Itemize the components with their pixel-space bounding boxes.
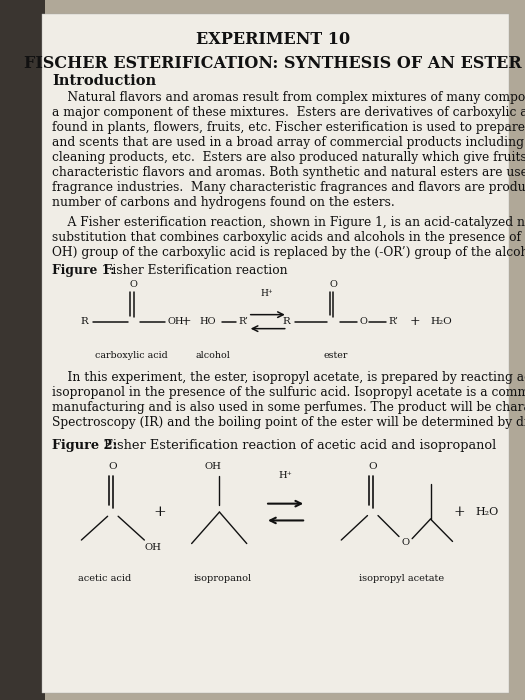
Text: OH: OH xyxy=(204,462,221,471)
FancyBboxPatch shape xyxy=(42,14,509,693)
Text: and scents that are used in a broad array of commercial products including cosme: and scents that are used in a broad arra… xyxy=(52,136,525,149)
Text: O: O xyxy=(359,317,368,326)
Text: manufacturing and is also used in some perfumes. The product will be characteriz: manufacturing and is also used in some p… xyxy=(52,401,525,414)
Text: A Fisher esterification reaction, shown in Figure 1, is an acid-catalyzed nucleo: A Fisher esterification reaction, shown … xyxy=(52,216,525,229)
Text: cleaning products, etc.  Esters are also produced naturally which give fruits an: cleaning products, etc. Esters are also … xyxy=(52,151,525,164)
Text: R: R xyxy=(80,317,88,326)
Text: fragrance industries.  Many characteristic fragrances and flavors are produced f: fragrance industries. Many characteristi… xyxy=(52,181,525,195)
Text: H⁺: H⁺ xyxy=(260,289,273,298)
Text: Natural flavors and aromas result from complex mixtures of many compounds, and e: Natural flavors and aromas result from c… xyxy=(52,91,525,104)
Text: +: + xyxy=(154,505,166,519)
Text: Figure 1:: Figure 1: xyxy=(52,263,119,276)
Text: +: + xyxy=(454,505,465,519)
Text: O: O xyxy=(402,538,410,547)
Text: R’: R’ xyxy=(238,317,248,326)
Text: H₂O: H₂O xyxy=(430,317,452,326)
Text: isopropanol in the presence of the sulfuric acid. Isopropyl acetate is a common : isopropanol in the presence of the sulfu… xyxy=(52,386,525,400)
Text: Spectroscopy (IR) and the boiling point of the ester will be determined by disti: Spectroscopy (IR) and the boiling point … xyxy=(52,416,525,430)
Text: O: O xyxy=(130,280,138,289)
Text: EXPERIMENT 10: EXPERIMENT 10 xyxy=(196,32,350,48)
Text: isopropyl acetate: isopropyl acetate xyxy=(359,574,444,583)
Text: Introduction: Introduction xyxy=(52,74,156,88)
Text: HO: HO xyxy=(199,317,216,326)
Text: number of carbons and hydrogens found on the esters.: number of carbons and hydrogens found on… xyxy=(52,196,395,209)
Text: O: O xyxy=(330,280,337,289)
Text: ester: ester xyxy=(324,351,348,360)
Text: +: + xyxy=(410,315,420,328)
Text: +: + xyxy=(181,315,192,328)
Text: Fisher Esterification reaction of acetic acid and isopropanol: Fisher Esterification reaction of acetic… xyxy=(104,438,496,452)
Text: R’: R’ xyxy=(388,317,398,326)
Text: Figure 2:: Figure 2: xyxy=(52,438,122,452)
Text: alcohol: alcohol xyxy=(195,351,230,360)
Text: Fisher Esterification reaction: Fisher Esterification reaction xyxy=(104,263,288,276)
Text: substitution that combines carboxylic acids and alcohols in the presence of an a: substitution that combines carboxylic ac… xyxy=(52,230,525,244)
Text: O: O xyxy=(109,462,117,471)
Text: OH: OH xyxy=(144,542,161,552)
Text: R: R xyxy=(282,317,290,326)
Text: OH) group of the carboxylic acid is replaced by the (-OR’) group of the alcohol : OH) group of the carboxylic acid is repl… xyxy=(52,246,525,259)
Text: a major component of these mixtures.  Esters are derivatives of carboxylic acids: a major component of these mixtures. Est… xyxy=(52,106,525,119)
Text: H₂O: H₂O xyxy=(476,507,499,517)
Text: isopropanol: isopropanol xyxy=(194,574,252,583)
FancyBboxPatch shape xyxy=(0,0,45,700)
Text: In this experiment, the ester, isopropyl acetate, is prepared by reacting acetic: In this experiment, the ester, isopropyl… xyxy=(52,371,525,384)
Text: H⁺: H⁺ xyxy=(278,471,292,480)
Text: characteristic flavors and aromas. Both synthetic and natural esters are used in: characteristic flavors and aromas. Both … xyxy=(52,167,525,179)
Text: acetic acid: acetic acid xyxy=(78,574,132,583)
Text: carboxylic acid: carboxylic acid xyxy=(95,351,167,360)
Text: O: O xyxy=(369,462,377,471)
Text: FISCHER ESTERIFICATION: SYNTHESIS OF AN ESTER: FISCHER ESTERIFICATION: SYNTHESIS OF AN … xyxy=(24,55,522,71)
Text: found in plants, flowers, fruits, etc. Fischer esterification is used to prepare: found in plants, flowers, fruits, etc. F… xyxy=(52,121,525,134)
Text: OH: OH xyxy=(167,317,184,326)
